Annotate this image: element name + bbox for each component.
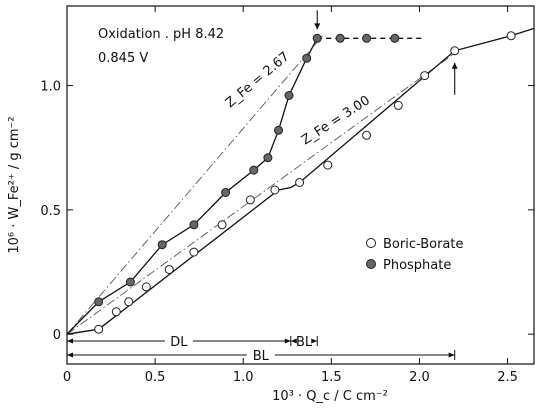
data-point-phosphate-13 — [390, 33, 400, 43]
y-axis: 0 0.5 1.0 — [40, 80, 534, 343]
range-arrowhead-left-1 — [67, 338, 73, 344]
data-point-boric-borate-8 — [270, 185, 280, 195]
data-point-phosphate-4 — [221, 188, 231, 197]
range-label-2: BL — [296, 335, 313, 350]
data-points — [94, 31, 516, 334]
condition-line-1: Oxidation . pH 8.42 — [98, 27, 224, 42]
data-point-phosphate-12 — [362, 33, 372, 43]
data-point-boric-borate-13 — [420, 71, 430, 81]
series-line-phosphate — [66, 37, 318, 335]
data-point-phosphate-0 — [94, 297, 104, 307]
data-point-boric-borate-15 — [506, 31, 516, 41]
condition-line-2: 0.845 V — [98, 51, 148, 66]
x-tick-label-4: 2.0 — [409, 370, 430, 385]
data-point-boric-borate-7 — [245, 195, 255, 205]
range-indicators: DL BL BL — [67, 335, 456, 364]
reference-line-2 — [66, 52, 455, 335]
data-point-phosphate-10 — [312, 33, 322, 43]
y-tick-label-2: 1.0 — [40, 80, 61, 95]
data-point-phosphate-2 — [157, 240, 167, 250]
data-point-phosphate-9 — [302, 53, 312, 63]
y-axis-label: 10⁶ · W_Fe²⁺ / g cm⁻² — [7, 116, 22, 253]
arrow-phosphate-plateau — [314, 10, 321, 30]
range-arrowhead-left-2 — [290, 338, 297, 344]
range-bl-3: BL — [67, 349, 456, 364]
data-point-boric-borate-3 — [141, 282, 151, 292]
data-point-boric-borate-12 — [393, 100, 403, 110]
data-point-phosphate-11 — [335, 33, 345, 43]
data-point-phosphate-8 — [284, 91, 294, 100]
arrow-borate-break-head — [451, 62, 458, 69]
x-axis: 0 0.5 1.0 1.5 2.0 2.5 — [63, 6, 518, 385]
data-point-boric-borate-6 — [217, 220, 227, 230]
range-arrowhead-right-3 — [448, 352, 455, 358]
x-tick-label-0: 0 — [63, 370, 71, 385]
x-tick-label-5: 2.5 — [497, 370, 518, 385]
zfe-267-label: Z_Fe = 2.67 — [223, 49, 293, 111]
data-point-boric-borate-9 — [295, 178, 305, 187]
x-axis-label: 10³ · Q_c / C cm⁻² — [272, 389, 388, 404]
range-dl-1: DL — [67, 335, 292, 350]
legend-label-phosphate: Phosphate — [383, 258, 451, 273]
range-bl-2: BL — [290, 335, 319, 350]
y-tick-label-0: 0 — [53, 328, 61, 343]
data-point-phosphate-1 — [125, 277, 135, 287]
data-point-boric-borate-14 — [450, 46, 460, 56]
data-point-boric-borate-11 — [362, 130, 372, 140]
data-point-phosphate-7 — [274, 125, 283, 135]
data-point-boric-borate-1 — [111, 307, 121, 317]
data-point-phosphate-3 — [189, 220, 199, 230]
x-tick-label-3: 1.5 — [321, 370, 342, 385]
data-point-phosphate-6 — [263, 153, 273, 163]
arrow-phosphate-plateau-head — [314, 23, 321, 30]
x-tick-label-2: 1.0 — [233, 370, 254, 385]
data-point-boric-borate-4 — [164, 265, 174, 274]
range-arrowhead-left-3 — [67, 352, 73, 358]
x-tick-label-1: 0.5 — [145, 370, 166, 385]
arrow-borate-break — [451, 62, 458, 95]
legend-marker-phosphate — [366, 259, 376, 269]
range-arrowhead-right-2 — [311, 338, 318, 344]
data-point-boric-borate-2 — [124, 297, 134, 307]
legend-marker-boric-borate — [366, 238, 376, 248]
reference-lines — [66, 35, 455, 335]
data-point-boric-borate-10 — [323, 160, 333, 170]
arrows — [314, 10, 458, 95]
legend: Boric-Borate Phosphate — [366, 237, 463, 273]
data-point-phosphate-5 — [249, 165, 259, 175]
range-label-1: DL — [170, 335, 188, 350]
y-tick-label-1: 0.5 — [40, 204, 61, 219]
data-point-boric-borate-5 — [189, 247, 199, 257]
range-arrowhead-right-1 — [284, 338, 291, 344]
legend-label-boric-borate: Boric-Borate — [383, 237, 463, 252]
data-point-boric-borate-0 — [94, 324, 104, 334]
range-label-3: BL — [253, 349, 270, 364]
plot-frame — [66, 5, 535, 365]
reference-line-1 — [66, 35, 323, 335]
